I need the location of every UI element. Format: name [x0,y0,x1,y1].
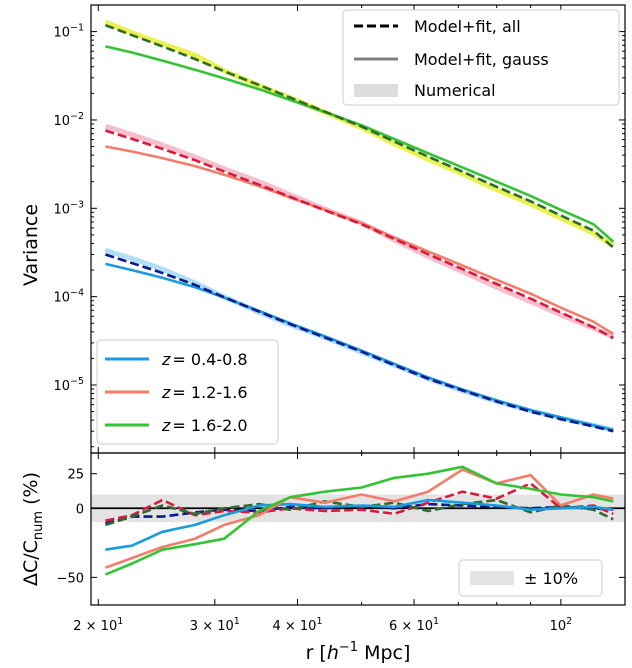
x-tick-label: 102 [550,616,573,634]
x-tick-label: 3 × 101 [190,616,240,634]
legend-label-z16: z = 1.6-2.0 [161,416,248,435]
legend-label-numerical: Numerical [414,81,496,100]
y-tick-label: 10−1 [53,23,84,41]
residual-y-ticks: 25 0 −50 [57,468,625,586]
redshift-legend-frame [96,339,279,445]
legend-label-model-gauss: Model+fit, gauss [414,50,549,69]
residual-y-tick-label: 0 [76,502,84,517]
residual-line-dashed-z-0-4-0-8 [105,502,614,525]
variance-series [104,19,615,433]
residual-x-ticks: 2 × 101 3 × 101 4 × 101 6 × 101 102 [73,453,572,634]
residual-axes-frame [90,452,626,606]
variance-line-model-all-z-1-6-2-0 [104,23,615,249]
y-tick-label: 10−4 [53,288,84,306]
x-tick-label: 4 × 101 [272,616,322,634]
x-axis-label: r [h−1 Mpc] [306,640,411,664]
variance-x-ticks [97,5,562,453]
x-tick-label: 2 × 101 [73,616,123,634]
style-legend-frame [342,9,620,106]
residual-line-solid-z-1-2-1-6 [104,468,614,569]
residual-series [104,465,614,576]
y-tick-label: 10−2 [53,111,84,129]
variance-y-axis-label: Variance [20,204,42,286]
variance-line-model-all-z-0-4-0-8 [105,253,614,433]
legend-label-model-all: Model+fit, all [414,17,521,36]
band-legend: ± 10% [458,559,603,597]
band-legend-swatch [470,571,514,585]
residual-y-axis-label: ΔC/Cnum (%) [20,472,46,586]
residual-line-solid-z-0-4-0-8 [105,498,614,551]
y-tick-label: 10−5 [53,376,84,394]
variance-line-model-all-z-1-2-1-6 [105,129,614,340]
redshift-legend: z = 0.4-0.8 z = 1.2-1.6 z = 1.6-2.0 [96,339,279,445]
residual-y-tick-label: 25 [67,468,84,483]
residual-panel: 25 0 −50 2 × 101 3 × 101 4 × 101 6 × 101 102 Δ… [20,452,626,664]
style-legend: Model+fit, all Model+fit, gauss Numerica… [342,9,620,106]
legend-band-swatch [354,84,398,97]
variance-line-numerical-z-1-2-1-6 [104,123,615,340]
legend-label-z12: z = 1.2-1.6 [161,383,248,402]
band-legend-label: ± 10% [524,569,578,588]
residual-y-tick-label: −50 [57,571,84,586]
band-legend-frame [458,559,603,597]
y-tick-label: 10−3 [53,199,84,217]
legend-label-z04: z = 0.4-0.8 [161,350,248,369]
variance-line-model-gauss-z-1-2-1-6 [105,145,614,335]
variance-panel: 10−5 10−4 10−3 10−2 10−1 Variance Model+fit,… [20,4,626,454]
x-tick-label: 6 × 101 [389,616,439,634]
residual-line-solid-z-1-6-2-0 [104,465,614,576]
